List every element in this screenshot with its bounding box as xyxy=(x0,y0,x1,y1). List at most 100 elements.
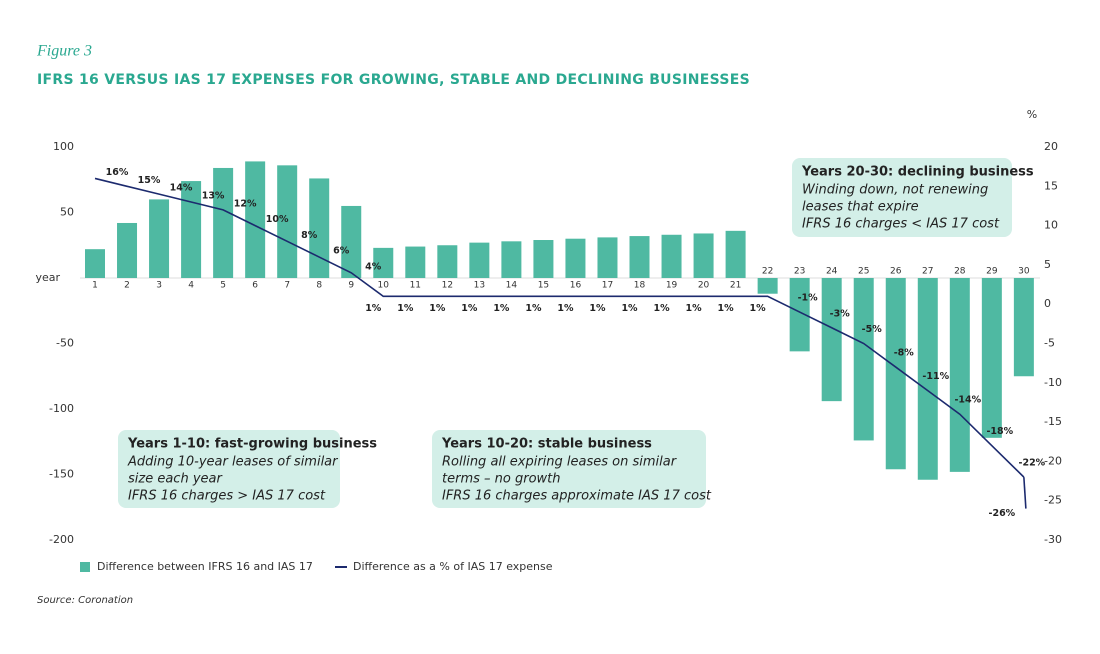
point-label: 12% xyxy=(234,198,257,209)
x-tick-label: 9 xyxy=(348,281,354,291)
x-tick-label: 26 xyxy=(890,267,902,277)
bar xyxy=(565,238,586,278)
annotation-title: Years 1-10: fast-growing business xyxy=(127,437,377,452)
annotation-line: leases that expire xyxy=(802,200,919,215)
y-tick-label: 100 xyxy=(53,140,74,153)
point-label: -14% xyxy=(954,395,981,406)
annotation-line: Winding down, not renewing xyxy=(802,183,988,198)
bar xyxy=(501,241,522,278)
x-tick-label: 5 xyxy=(220,281,226,291)
point-label: 13% xyxy=(202,191,225,202)
bar xyxy=(309,178,330,278)
annotation-title: Years 10-20: stable business xyxy=(441,437,652,452)
x-tick-label: 3 xyxy=(156,281,162,291)
x-tick-label: 6 xyxy=(252,281,258,291)
point-label: -1% xyxy=(798,293,819,304)
x-tick-label: 29 xyxy=(986,267,998,277)
annotation-line: IFRS 16 charges > IAS 17 cost xyxy=(128,489,326,504)
y-tick-label: -150 xyxy=(49,468,74,481)
y2-tick-label: -15 xyxy=(1044,415,1062,428)
point-label: 1% xyxy=(525,303,542,314)
x-tick-label: 22 xyxy=(762,267,773,277)
y-tick-label: 50 xyxy=(60,206,74,219)
point-label: 1% xyxy=(429,303,446,314)
point-label: 1% xyxy=(589,303,606,314)
point-label: -3% xyxy=(830,308,851,319)
bar xyxy=(405,246,426,278)
x-tick-label: 13 xyxy=(474,281,485,291)
y2-tick-label: 0 xyxy=(1044,297,1051,310)
annotation-box xyxy=(432,430,706,508)
bar xyxy=(469,242,490,278)
x-tick-label: 4 xyxy=(188,281,194,291)
bar xyxy=(149,199,170,278)
y2-tick-label: -20 xyxy=(1044,454,1062,467)
annotation-box xyxy=(792,158,1012,237)
bar xyxy=(725,230,746,278)
x-tick-label: 28 xyxy=(954,267,966,277)
bar xyxy=(981,278,1002,438)
annotation-line: terms – no growth xyxy=(442,472,561,487)
source: Source: Coronation xyxy=(37,595,133,606)
annotation-line: IFRS 16 charges approximate IAS 17 cost xyxy=(442,489,712,504)
annotation-line: size each year xyxy=(128,472,223,487)
x-tick-label: 11 xyxy=(410,281,421,291)
line-end xyxy=(1023,477,1027,509)
bar xyxy=(693,233,714,278)
x-tick-label: 21 xyxy=(730,281,741,291)
x-tick-label: 7 xyxy=(284,281,290,291)
x-tick-label: 16 xyxy=(570,281,582,291)
annotation-title: Years 20-30: declining business xyxy=(801,165,1034,180)
point-label: 1% xyxy=(621,303,638,314)
annotation-line: Adding 10-year leases of similar xyxy=(127,455,339,470)
point-label: -26% xyxy=(989,508,1016,519)
bar xyxy=(213,167,234,278)
point-label: 15% xyxy=(138,175,161,186)
x-tick-label: 2 xyxy=(124,281,130,291)
bar xyxy=(437,245,458,278)
y-tick-label: -100 xyxy=(49,402,74,415)
point-label: -8% xyxy=(894,348,915,359)
figure-label: Figure 3 xyxy=(36,43,92,60)
x-tick-label: 30 xyxy=(1018,267,1030,277)
y2-tick-label: 15 xyxy=(1044,179,1058,192)
bar xyxy=(917,278,938,480)
legend-label: Difference as a % of IAS 17 expense xyxy=(353,560,553,573)
chart-title: IFRS 16 VERSUS IAS 17 EXPENSES FOR GROWI… xyxy=(37,72,750,88)
annotation-line: IFRS 16 charges < IAS 17 cost xyxy=(802,217,1000,232)
y-tick-label: -200 xyxy=(49,533,74,546)
y2-tick-label: -25 xyxy=(1044,494,1062,507)
y2-tick-label: 10 xyxy=(1044,219,1058,232)
line xyxy=(94,177,1025,478)
x-tick-label: 19 xyxy=(666,281,678,291)
legend-swatch xyxy=(80,562,90,572)
y-tick-label: -50 xyxy=(56,337,74,350)
y2-tick-label: -30 xyxy=(1044,533,1062,546)
point-label: 1% xyxy=(750,303,767,314)
bar xyxy=(821,278,842,402)
x-tick-label: 14 xyxy=(506,281,518,291)
point-label: 1% xyxy=(557,303,574,314)
point-label: 1% xyxy=(397,303,414,314)
bar xyxy=(661,234,682,278)
bar xyxy=(949,278,970,472)
point-label: 14% xyxy=(170,183,193,194)
x-tick-label: 15 xyxy=(538,281,549,291)
point-label: 1% xyxy=(718,303,735,314)
bar xyxy=(757,278,778,294)
y2-label: % xyxy=(1027,108,1037,121)
bar xyxy=(341,205,362,278)
point-label: 1% xyxy=(685,303,702,314)
point-label: 8% xyxy=(301,230,318,241)
y2-tick-label: -5 xyxy=(1044,337,1055,350)
point-label: 16% xyxy=(106,167,129,178)
bar xyxy=(85,249,105,278)
x-label: year xyxy=(35,271,60,284)
x-tick-label: 25 xyxy=(858,267,869,277)
x-tick-label: 20 xyxy=(698,281,710,291)
bar xyxy=(629,236,650,278)
point-label: 1% xyxy=(653,303,670,314)
point-label: 4% xyxy=(365,261,382,272)
bar xyxy=(181,181,202,278)
